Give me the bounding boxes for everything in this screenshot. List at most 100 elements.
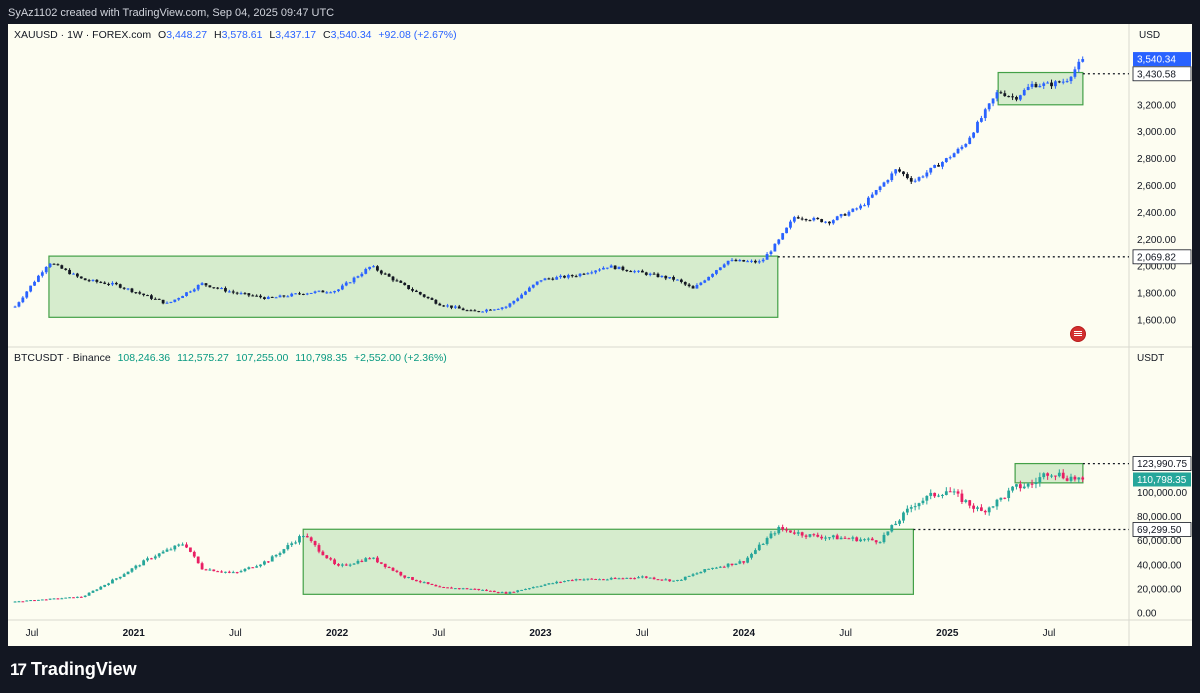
btc-candle: [407, 577, 411, 579]
btc-candle: [859, 539, 863, 542]
btc-candle: [422, 582, 426, 584]
gold-candle: [559, 275, 562, 278]
btc-candle: [524, 588, 527, 590]
btc-candle: [508, 591, 512, 594]
btc-candle: [718, 566, 722, 568]
btc-candle: [157, 553, 161, 557]
gold-candle: [68, 269, 72, 275]
gold-candle: [192, 289, 196, 292]
btc-candle: [200, 563, 204, 570]
btc-candle: [48, 598, 52, 600]
btc-candle: [411, 577, 414, 580]
gold-candle: [1073, 69, 1077, 77]
gold-candle: [465, 310, 469, 312]
gold-candle: [48, 263, 52, 267]
btc-candle: [570, 580, 574, 582]
gold-candle: [983, 109, 987, 119]
btc-candle: [972, 505, 976, 509]
btc-candle: [1050, 475, 1053, 477]
btc-candle: [259, 564, 262, 567]
btc-level-label-box: [1132, 456, 1192, 471]
gold-candle: [1050, 82, 1053, 87]
btc-candle: [150, 558, 153, 560]
gold-candle: [1007, 96, 1011, 98]
btc-candle: [294, 542, 298, 544]
btc-candle: [551, 583, 555, 585]
gold-candle: [547, 278, 551, 280]
x-axis-label: 2025: [936, 628, 959, 639]
gold-candle: [882, 182, 886, 187]
btc-candle: [1011, 486, 1014, 491]
gold-candle: [317, 290, 321, 292]
gold-candle: [531, 284, 535, 288]
us-flag-icon[interactable]: [1070, 326, 1086, 342]
gold-candle: [863, 205, 866, 207]
btc-candle: [563, 581, 566, 583]
gold-candle: [496, 308, 500, 310]
btc-candle: [800, 532, 804, 536]
gold-candle: [979, 118, 983, 122]
gold-candle: [1054, 81, 1057, 87]
btc-candle: [68, 597, 72, 599]
btc-candle: [305, 536, 309, 538]
btc-candle: [742, 561, 746, 563]
gold-candle: [263, 297, 266, 299]
btc-candle: [348, 564, 352, 566]
btc-candle: [33, 600, 36, 602]
btc-candle: [870, 538, 874, 541]
btc-level-label: 69,299.50: [1137, 525, 1182, 536]
gold-candle: [578, 273, 582, 277]
gold-candle: [921, 176, 925, 178]
gold-candle: [266, 296, 270, 299]
btc-candle: [1003, 497, 1007, 499]
btc-candle: [995, 499, 999, 507]
btc-range-box: [302, 528, 915, 595]
gold-candle: [142, 293, 146, 296]
gold-candle: [1065, 81, 1069, 83]
chart-area[interactable]: 1,600.00 1,800.00 2,000.00 2,200.00 2,400.00…: [8, 24, 1192, 646]
gold-candle: [1011, 96, 1014, 98]
gold-close-label: C: [323, 29, 331, 41]
btc-candle: [1077, 477, 1081, 480]
gold-candle: [489, 309, 492, 311]
tradingview-logo[interactable]: 17 TradingView: [10, 658, 137, 680]
gold-candle: [820, 219, 824, 223]
btc-candle: [769, 533, 773, 539]
btc-candle: [952, 491, 956, 493]
btc-candle: [325, 555, 329, 559]
btc-candle: [83, 595, 87, 597]
gold-candle: [118, 284, 122, 288]
btc-candle: [847, 538, 851, 540]
btc-candle: [890, 525, 894, 532]
x-axis-label: 2023: [529, 628, 552, 639]
gold-candle: [1026, 86, 1030, 90]
btc-candle: [169, 549, 173, 551]
gold-candle: [169, 301, 173, 303]
btc-candle: [75, 596, 79, 598]
btc-candle: [874, 540, 878, 543]
chart-canvas[interactable]: 1,600.00 1,800.00 2,000.00 2,200.00 2,400.00…: [8, 24, 1192, 646]
btc-candle: [527, 588, 531, 590]
btc-open: 108,246.36: [117, 352, 171, 364]
gold-candle: [17, 302, 21, 307]
gold-candle: [216, 287, 220, 289]
gold-candle: [668, 276, 672, 279]
btc-candle: [25, 600, 29, 602]
gold-candle: [605, 267, 609, 269]
gold-candle: [208, 285, 212, 288]
gold-candle: [103, 282, 107, 284]
gold-candle: [835, 216, 839, 221]
gold-candle: [251, 295, 255, 297]
btc-candle: [703, 569, 707, 572]
btc-candle: [1061, 472, 1065, 479]
gold-candle: [130, 288, 134, 293]
btc-currency-label[interactable]: USDT: [1137, 353, 1165, 364]
gold-candle: [481, 311, 485, 313]
gold-candle: [664, 275, 668, 279]
gold-candle: [282, 295, 286, 297]
gold-open: 3,448.27: [166, 29, 208, 41]
btc-candle: [473, 588, 477, 590]
gold-currency-label[interactable]: USD: [1139, 30, 1161, 41]
gold-candle: [644, 272, 648, 275]
btc-candle: [765, 538, 769, 544]
